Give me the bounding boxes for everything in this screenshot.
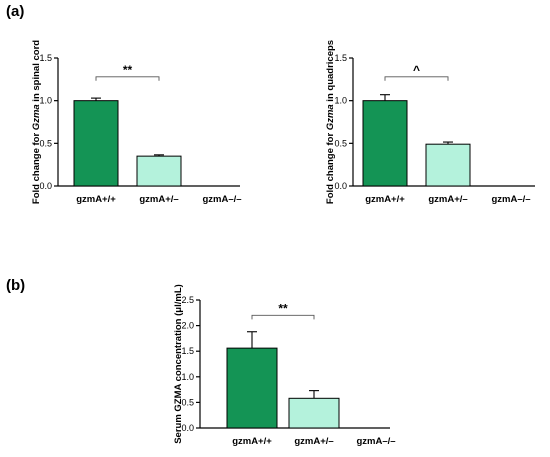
bar — [425, 143, 471, 187]
y-tick-label: 0.0 — [181, 423, 194, 433]
significance-label: ** — [278, 301, 288, 315]
y-tick-label: 1.0 — [334, 96, 347, 106]
y-tick-label: 2.5 — [181, 295, 194, 305]
category-label: gzmA–/– — [202, 194, 241, 205]
y-tick-label: 1.5 — [181, 346, 194, 356]
bar — [226, 347, 278, 429]
category-label: gzmA+/+ — [76, 194, 116, 205]
significance-bracket — [384, 76, 449, 81]
y-tick-label: 0.5 — [334, 138, 347, 148]
y-tick-label: 1.5 — [39, 53, 52, 63]
y-axis-label: Fold change for Gzma in spinal cord — [31, 40, 42, 204]
y-axis-label-part: μl/mL) — [173, 284, 184, 313]
panel-label-a: (a) — [6, 3, 24, 20]
y-axis-label-part: Fold change for — [325, 130, 336, 204]
y-axis-label: Fold change for Gzma in quadriceps — [325, 40, 336, 204]
category-label: gzmA+/– — [139, 194, 178, 205]
y-axis-label-italic: Gzma — [31, 104, 42, 130]
y-tick-label: 1.0 — [39, 96, 52, 106]
y-tick-label: 1.5 — [334, 53, 347, 63]
significance-label: ** — [123, 63, 133, 77]
y-axis-label: Serum GZMA concentration (μl/mL) — [173, 284, 184, 444]
bar — [362, 100, 408, 187]
y-axis-label-italic: Gzma — [325, 104, 336, 130]
y-tick-label: 1.0 — [181, 372, 194, 382]
y-tick-label: 0.5 — [39, 138, 52, 148]
y-tick-label: 0.5 — [181, 397, 194, 407]
y-axis-label-part: in spinal cord — [31, 40, 42, 105]
category-label: gzmA+/– — [294, 436, 333, 447]
y-tick-label: 2.0 — [181, 321, 194, 331]
category-label: gzmA–/– — [491, 194, 530, 205]
significance-bracket — [95, 76, 160, 81]
category-label: gzmA+/– — [428, 194, 467, 205]
bar — [136, 155, 182, 187]
bar — [73, 100, 119, 187]
bar — [288, 397, 340, 429]
y-axis-label-part: Serum GZMA concentration ( — [173, 312, 184, 444]
significance-bracket — [251, 314, 315, 320]
category-label: gzmA–/– — [356, 436, 395, 447]
panel-label-b: (b) — [6, 277, 25, 294]
y-axis-label-part: Fold change for — [31, 130, 42, 204]
y-axis-label-part: in quadriceps — [325, 40, 336, 104]
y-tick-label: 0.0 — [334, 181, 347, 191]
significance-label: ^ — [413, 63, 420, 77]
y-tick-label: 0.0 — [39, 181, 52, 191]
category-label: gzmA+/+ — [365, 194, 405, 205]
category-label: gzmA+/+ — [232, 436, 272, 447]
